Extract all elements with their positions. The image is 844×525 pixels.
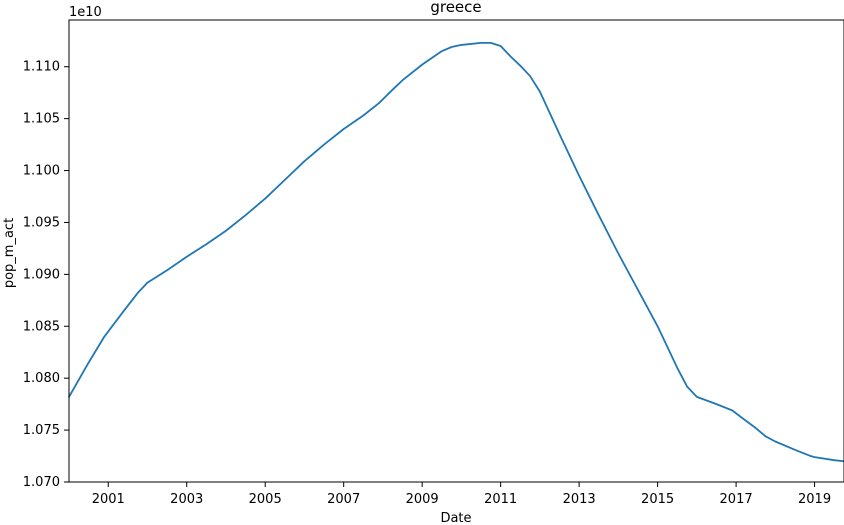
x-tick-label: 2019 xyxy=(798,492,831,507)
plot-frame xyxy=(68,19,844,483)
y-ticks: 1.070 1.075 1.080 1.085 1.090 1.095 1.100 1.105… xyxy=(23,60,69,490)
y-tick-label: 1.100 xyxy=(23,164,60,179)
y-tick-label: 1.085 xyxy=(23,319,60,334)
y-tick-label: 1.090 xyxy=(23,267,60,282)
x-tick-label: 2011 xyxy=(484,492,517,507)
x-axis-label: Date xyxy=(440,511,471,525)
series-layer xyxy=(68,41,844,463)
y-tick-label: 1.070 xyxy=(23,475,60,490)
x-tick-label: 2001 xyxy=(92,492,125,507)
y-tick-label: 1.110 xyxy=(23,60,60,75)
series-line xyxy=(68,41,844,463)
x-tick-label: 2005 xyxy=(249,492,282,507)
x-tick-label: 2013 xyxy=(563,492,596,507)
y-tick-label: 1.080 xyxy=(23,371,60,386)
x-tick-label: 2007 xyxy=(327,492,360,507)
x-tick-label: 2003 xyxy=(170,492,203,507)
y-tick-label: 1.095 xyxy=(23,215,60,230)
y-offset-label: 1e10 xyxy=(69,5,102,20)
y-axis-label: pop_m_act xyxy=(2,218,17,288)
chart-title: greece xyxy=(430,0,481,16)
y-tick-label: 1.075 xyxy=(23,423,60,438)
x-tick-label: 2015 xyxy=(641,492,674,507)
x-tick-label: 2009 xyxy=(406,492,439,507)
x-tick-label: 2017 xyxy=(720,492,753,507)
x-ticks: 2001 2003 2005 2007 2009 2011 2013 2015 2017 2019 xyxy=(92,482,831,507)
y-tick-label: 1.105 xyxy=(23,112,60,127)
